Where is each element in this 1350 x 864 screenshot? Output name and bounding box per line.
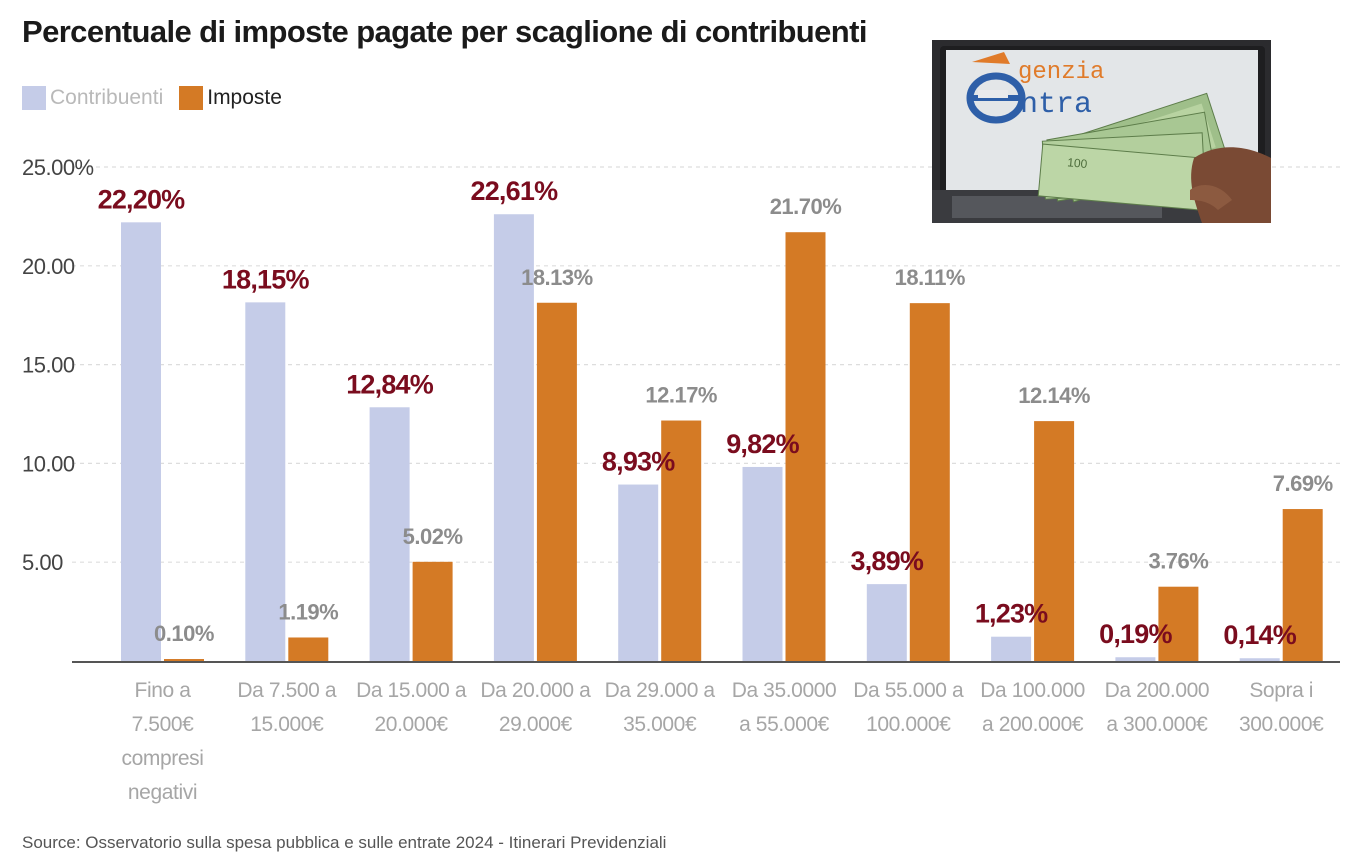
data-label-imposte: 18.13% — [521, 265, 593, 290]
data-label-imposte: 3.76% — [1148, 549, 1208, 574]
x-tick-label: Sopra i — [1249, 679, 1313, 702]
data-label-contribuenti: 12,84% — [346, 369, 434, 399]
data-label-contribuenti: 0,19% — [1099, 619, 1172, 649]
x-tick-label: 20.000€ — [375, 713, 449, 736]
bar-contribuenti — [493, 214, 534, 662]
x-tick-label: Da 200.000 — [1105, 679, 1210, 702]
data-label-contribuenti: 1,23% — [975, 599, 1048, 629]
bar-imposte — [785, 232, 826, 661]
bar-contribuenti — [121, 222, 161, 661]
data-label-contribuenti: 22,61% — [471, 176, 559, 206]
chart-title: Percentuale di imposte pagate per scagli… — [22, 14, 867, 49]
x-tick-label: 100.000€ — [866, 713, 951, 736]
legend-swatch-contribuenti — [22, 86, 46, 110]
bar-contribuenti — [1239, 658, 1280, 661]
x-tick-label: 7.500€ — [132, 713, 195, 736]
tax-agency-banknotes-image: genzia ntra 100 100 100 100 — [932, 40, 1271, 223]
x-tick-label: a 200.000€ — [982, 713, 1084, 736]
x-tick-label: Da 15.000 a — [356, 679, 467, 702]
bar-contribuenti — [742, 466, 783, 661]
bar-imposte — [164, 659, 204, 661]
x-tick-label: Da 100.000 — [980, 679, 1085, 702]
bar-imposte — [1158, 586, 1199, 661]
svg-text:genzia: genzia — [1018, 59, 1104, 86]
bar-contribuenti — [991, 636, 1032, 661]
bar-imposte — [536, 302, 577, 661]
x-tick-label: compresi — [122, 747, 204, 770]
bar-contribuenti — [618, 484, 659, 661]
data-label-contribuenti: 9,82% — [726, 429, 799, 459]
x-tick-label: Fino a — [135, 679, 192, 702]
bar-imposte — [288, 637, 329, 661]
data-label-imposte: 7.69% — [1273, 471, 1333, 496]
y-tick-label: 25.00% — [22, 155, 94, 180]
bar-imposte — [412, 561, 453, 661]
x-tick-label: Da 55.000 a — [853, 679, 964, 702]
x-tick-label: 35.000€ — [623, 713, 697, 736]
data-label-imposte: 12.17% — [645, 383, 717, 408]
y-tick-label: 20.00 — [22, 254, 75, 279]
x-tick-label: 300.000€ — [1239, 713, 1324, 736]
bar-imposte — [661, 420, 702, 661]
data-label-imposte: 1.19% — [278, 599, 338, 624]
bar-contribuenti — [1115, 657, 1156, 661]
legend-label-contribuenti: Contribuenti — [50, 86, 164, 109]
legend: Contribuenti Imposte — [22, 86, 298, 110]
data-label-contribuenti: 3,89% — [851, 546, 924, 576]
data-label-imposte: 18.11% — [895, 265, 965, 290]
bar-imposte — [909, 303, 950, 661]
legend-swatch-imposte — [179, 86, 204, 110]
x-tick-label: 29.000€ — [499, 713, 573, 736]
bar-contribuenti — [245, 302, 286, 661]
x-tick-label: Da 35.0000 — [732, 679, 837, 702]
bar-imposte — [1282, 509, 1323, 661]
x-tick-label: a 55.000€ — [739, 713, 830, 736]
legend-label-imposte: Imposte — [207, 86, 282, 109]
svg-text:100: 100 — [1067, 155, 1088, 171]
data-label-contribuenti: 8,93% — [602, 447, 675, 477]
svg-text:ntra: ntra — [1020, 88, 1092, 122]
y-tick-label: 15.00 — [22, 353, 75, 378]
legend-item-imposte: Imposte — [179, 86, 282, 110]
x-tick-label: Da 7.500 a — [237, 679, 336, 702]
data-label-imposte: 12.14% — [1018, 383, 1090, 408]
source-note: Source: Osservatorio sulla spesa pubblic… — [22, 833, 667, 852]
bar-contribuenti — [369, 407, 410, 661]
x-tick-label: 15.000€ — [250, 713, 324, 736]
data-label-imposte: 5.02% — [403, 524, 463, 549]
bar-contribuenti — [866, 584, 907, 661]
x-tick-label: Da 20.000 a — [480, 679, 591, 702]
data-label-contribuenti: 18,15% — [222, 264, 310, 294]
data-label-contribuenti: 0,14% — [1223, 620, 1296, 650]
y-tick-label: 5.00 — [22, 550, 63, 575]
data-label-contribuenti: 22,20% — [98, 184, 186, 214]
legend-item-contribuenti: Contribuenti — [22, 86, 163, 110]
bar-imposte — [1034, 421, 1075, 661]
data-label-imposte: 21.70% — [770, 194, 842, 219]
data-label-imposte: 0.10% — [154, 621, 214, 646]
x-tick-label: negativi — [128, 781, 197, 804]
x-tick-label: a 300.000€ — [1106, 713, 1208, 736]
x-tick-label: Da 29.000 a — [605, 679, 716, 702]
y-tick-label: 10.00 — [22, 451, 75, 476]
